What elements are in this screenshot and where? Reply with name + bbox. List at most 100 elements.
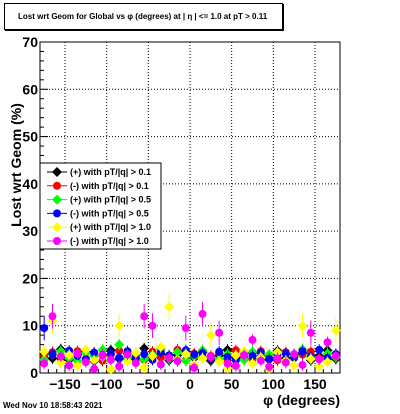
- legend-marker: [53, 181, 61, 190]
- data-point: [290, 350, 299, 359]
- data-point: [315, 345, 324, 354]
- data-point: [180, 349, 191, 360]
- data-point: [114, 320, 125, 331]
- data-point: [265, 354, 274, 363]
- data-point: [80, 344, 91, 355]
- x-tick-label: −100: [91, 376, 123, 392]
- y-tick-label: 10: [22, 318, 38, 334]
- y-tick-label: 20: [22, 270, 38, 286]
- data-point: [289, 360, 300, 371]
- timestamp: Wed Nov 10 18:58:43 2021: [3, 401, 103, 410]
- data-point: [106, 355, 115, 364]
- y-tick-label: 30: [22, 223, 38, 239]
- x-tick-label: −150: [49, 376, 81, 392]
- legend-frame: [39, 162, 162, 250]
- y-axis-title: Lost wrt Geom (%): [8, 103, 24, 227]
- data-point: [165, 353, 174, 362]
- data-point: [115, 353, 124, 362]
- data-point: [105, 364, 116, 375]
- data-point: [181, 324, 190, 333]
- data-point: [248, 335, 257, 344]
- data-point: [139, 362, 150, 373]
- data-point: [214, 356, 225, 367]
- data-point: [215, 347, 224, 356]
- data-point: [173, 357, 182, 366]
- legend-label: (-) with pT/|q| > 1.0: [70, 236, 149, 246]
- data-point: [115, 362, 124, 371]
- data-point: [298, 360, 307, 369]
- chart-title: Lost wrt Geom for Global vs φ (degrees) …: [4, 3, 283, 30]
- data-point: [148, 321, 157, 330]
- data-point: [65, 361, 74, 370]
- data-point: [265, 362, 274, 371]
- data-point: [56, 352, 65, 361]
- data-point: [40, 324, 49, 333]
- data-point: [298, 347, 307, 356]
- data-point: [306, 328, 315, 337]
- data-point: [155, 341, 166, 352]
- legend-marker: [52, 222, 62, 233]
- data-point: [48, 350, 57, 359]
- data-point: [81, 358, 90, 367]
- y-tick-label: 60: [22, 81, 38, 97]
- data-point: [323, 338, 332, 347]
- data-point: [40, 359, 49, 368]
- data-point: [206, 352, 215, 361]
- data-points: [39, 294, 341, 375]
- data-point: [322, 357, 333, 368]
- data-point: [72, 360, 83, 371]
- data-point: [256, 356, 265, 365]
- data-point: [281, 349, 290, 358]
- data-point: [98, 351, 107, 360]
- data-point: [156, 360, 165, 369]
- legend: (+) with pT/|q| > 0.1 (-) with pT/|q| > 0…: [39, 162, 162, 250]
- legend-label: (-) with pT/|q| > 0.1: [70, 181, 149, 191]
- y-tick-label: 40: [22, 176, 38, 192]
- legend-marker: [53, 237, 61, 245]
- x-tick-label: 50: [224, 376, 240, 392]
- legend-label: (+) with pT/|q| > 1.0: [70, 222, 151, 232]
- data-point: [314, 361, 325, 372]
- data-point: [140, 312, 149, 321]
- data-point: [240, 351, 249, 360]
- x-tick-label: 100: [262, 376, 286, 392]
- data-point: [281, 358, 290, 367]
- data-point: [48, 312, 57, 321]
- data-point: [197, 353, 208, 364]
- legend-marker: [52, 194, 62, 205]
- x-tick-label: 0: [186, 376, 194, 392]
- data-point: [164, 301, 175, 312]
- data-point: [305, 353, 316, 364]
- legend-label: (-) with pT/|q| > 0.5: [70, 208, 149, 218]
- data-point: [230, 350, 241, 361]
- y-tick-label: 70: [22, 34, 38, 50]
- data-point: [190, 363, 199, 372]
- y-tick-label: 50: [22, 129, 38, 145]
- data-point: [330, 325, 341, 336]
- data-point: [180, 355, 191, 366]
- data-point: [272, 347, 283, 358]
- data-point: [90, 348, 99, 357]
- data-point: [205, 330, 216, 341]
- data-point: [130, 348, 141, 359]
- data-point: [122, 356, 133, 367]
- data-point: [64, 350, 75, 361]
- data-point: [172, 347, 183, 358]
- x-tick-label: −50: [136, 376, 160, 392]
- data-point: [331, 351, 340, 360]
- legend-marker: [53, 209, 61, 218]
- data-point: [39, 346, 50, 357]
- legend-label: (+) with pT/|q| > 0.5: [70, 195, 151, 205]
- data-point: [147, 350, 158, 361]
- data-point: [55, 357, 66, 368]
- x-axis-title: φ (degrees): [263, 392, 340, 408]
- data-point: [223, 352, 232, 361]
- data-point: [248, 351, 257, 360]
- data-point: [215, 328, 224, 337]
- data-point: [247, 358, 258, 369]
- data-point: [131, 359, 140, 368]
- data-point: [115, 346, 124, 355]
- data-point: [198, 309, 207, 318]
- legend-marker: [52, 167, 62, 177]
